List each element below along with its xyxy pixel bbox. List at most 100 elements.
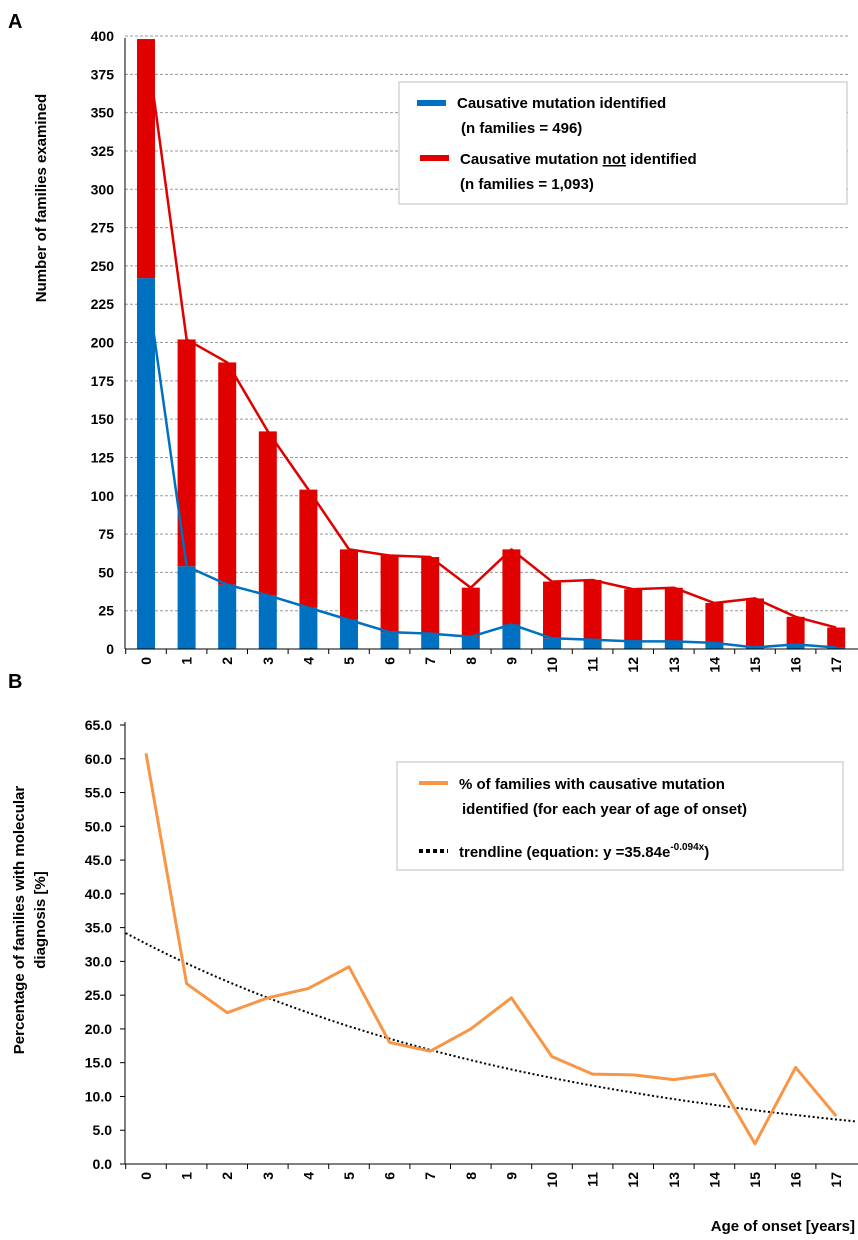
x-tick-label: 2 bbox=[219, 657, 235, 665]
y-tick-label: 400 bbox=[91, 28, 115, 44]
panel-a-y-ticks: 0 25 50 75 100 125 150 175 200 225 250 275 300 325 350… bbox=[91, 28, 115, 657]
x-tick-label: 12 bbox=[625, 1172, 641, 1188]
line-identified bbox=[144, 277, 837, 649]
y-tick-label: 275 bbox=[91, 220, 115, 236]
bar-identified bbox=[827, 647, 846, 649]
legend-label-percentage-line1: % of families with causative mutation bbox=[459, 776, 725, 793]
x-tick-label: 17 bbox=[828, 657, 844, 673]
trendline-curve bbox=[125, 932, 857, 1123]
x-tick-label: 12 bbox=[625, 657, 641, 673]
x-tick-label: 1 bbox=[179, 657, 195, 665]
x-tick-label: 8 bbox=[463, 1172, 479, 1180]
y-tick-label: 225 bbox=[91, 296, 115, 312]
panel-b-percentage-line bbox=[144, 753, 838, 1146]
x-tick-label: 16 bbox=[788, 1172, 804, 1188]
bar-identified bbox=[543, 638, 561, 649]
y-tick-label: 75 bbox=[98, 526, 114, 542]
y-tick-label: 150 bbox=[91, 411, 115, 427]
panel-b-legend: % of families with causative mutation id… bbox=[396, 761, 844, 871]
panel-a-legend-box bbox=[398, 81, 848, 205]
panel-b-y-axis-title-line1: Percentage of families with molecular bbox=[11, 786, 28, 1055]
bar-not-identified bbox=[746, 598, 764, 648]
panel-a-label: A bbox=[8, 11, 22, 33]
bar-identified bbox=[177, 566, 196, 649]
x-tick-label: 2 bbox=[219, 1172, 235, 1180]
x-tick-label: 13 bbox=[666, 657, 682, 673]
x-tick-label: 15 bbox=[747, 657, 763, 673]
y-tick-label: 0 bbox=[106, 641, 114, 657]
y-tick-label: 200 bbox=[91, 335, 115, 351]
panel-b-legend-box bbox=[396, 761, 844, 871]
bar-not-identified bbox=[705, 603, 724, 643]
bar-identified bbox=[502, 624, 521, 649]
x-tick-label: 17 bbox=[828, 1172, 844, 1188]
panel-b-y-axis-title-line2: diagnosis [%] bbox=[32, 871, 49, 969]
y-tick-label: 350 bbox=[91, 105, 115, 121]
x-tick-label: 15 bbox=[747, 1172, 763, 1188]
panel-a-legend: Causative mutation identified (n familie… bbox=[398, 81, 848, 205]
y-tick-label: 40.0 bbox=[85, 886, 112, 902]
x-tick-label: 5 bbox=[341, 1172, 357, 1180]
bar-not-identified bbox=[258, 431, 277, 596]
x-tick-label: 9 bbox=[503, 1172, 519, 1180]
y-tick-label: 65.0 bbox=[85, 717, 112, 733]
x-tick-label: 6 bbox=[382, 1172, 398, 1180]
legend-label-trendline: trendline (equation: y =35.84e-0.094x) bbox=[459, 842, 709, 861]
panel-b-y-ticks: 0.0 5.0 10.0 15.0 20.0 25.0 30.0 35.0 40.0 45.0 50… bbox=[85, 717, 125, 1172]
bar-identified bbox=[624, 641, 643, 649]
y-tick-label: 55.0 bbox=[85, 785, 112, 801]
x-tick-label: 1 bbox=[179, 1172, 195, 1180]
bar-identified bbox=[461, 636, 480, 649]
y-tick-label: 325 bbox=[91, 143, 115, 159]
x-tick-label: 7 bbox=[422, 1172, 438, 1180]
y-tick-label: 100 bbox=[91, 488, 115, 504]
panel-a-y-axis-title: Number of families examined bbox=[33, 94, 50, 302]
legend-label-percentage-line2: identified (for each year of age of onse… bbox=[462, 801, 747, 818]
bar-identified bbox=[218, 584, 237, 649]
panel-b-label: B bbox=[8, 671, 22, 693]
x-tick-label: 8 bbox=[463, 657, 479, 665]
y-tick-label: 45.0 bbox=[85, 852, 112, 868]
bar-not-identified bbox=[177, 339, 196, 567]
panel-a: A Number of families examined 0255075100… bbox=[8, 11, 858, 673]
bar-identified bbox=[786, 644, 805, 649]
bar-identified bbox=[664, 641, 683, 649]
y-tick-label: 375 bbox=[91, 66, 115, 82]
panel-a-lines bbox=[144, 38, 837, 649]
panel-b-x-axis-title: Age of onset [years] bbox=[711, 1218, 855, 1235]
y-tick-label: 300 bbox=[91, 181, 115, 197]
x-tick-label: 4 bbox=[300, 1172, 316, 1180]
x-tick-label: 11 bbox=[585, 1172, 601, 1187]
bar-not-identified bbox=[624, 589, 643, 642]
bar-identified bbox=[421, 633, 440, 649]
x-tick-label: 3 bbox=[260, 657, 276, 665]
bar-not-identified bbox=[502, 549, 521, 625]
x-tick-label: 9 bbox=[503, 657, 519, 665]
y-tick-label: 25 bbox=[98, 603, 114, 619]
bar-not-identified bbox=[137, 39, 155, 279]
bar-not-identified bbox=[461, 587, 480, 637]
y-tick-label: 25.0 bbox=[85, 987, 112, 1003]
y-tick-label: 20.0 bbox=[85, 1021, 112, 1037]
x-tick-label: 4 bbox=[300, 657, 316, 665]
y-tick-label: 250 bbox=[91, 258, 115, 274]
y-tick-label: 50 bbox=[98, 564, 114, 580]
y-tick-label: 30.0 bbox=[85, 953, 112, 969]
x-tick-label: 5 bbox=[341, 657, 357, 665]
y-tick-label: 35.0 bbox=[85, 920, 112, 936]
x-tick-label: 3 bbox=[260, 1172, 276, 1180]
bar-not-identified bbox=[340, 549, 358, 620]
y-tick-label: 60.0 bbox=[85, 751, 112, 767]
bar-not-identified bbox=[664, 587, 683, 642]
bar-identified bbox=[299, 607, 318, 649]
line-total-not-identified bbox=[144, 38, 837, 629]
y-tick-label: 10.0 bbox=[85, 1088, 112, 1104]
y-tick-label: 50.0 bbox=[85, 818, 112, 834]
bar-identified bbox=[340, 619, 358, 649]
bar-identified bbox=[137, 278, 155, 649]
y-tick-label: 0.0 bbox=[93, 1156, 113, 1172]
bar-not-identified bbox=[421, 557, 440, 634]
bar-not-identified bbox=[583, 580, 602, 640]
y-tick-label: 15.0 bbox=[85, 1055, 112, 1071]
